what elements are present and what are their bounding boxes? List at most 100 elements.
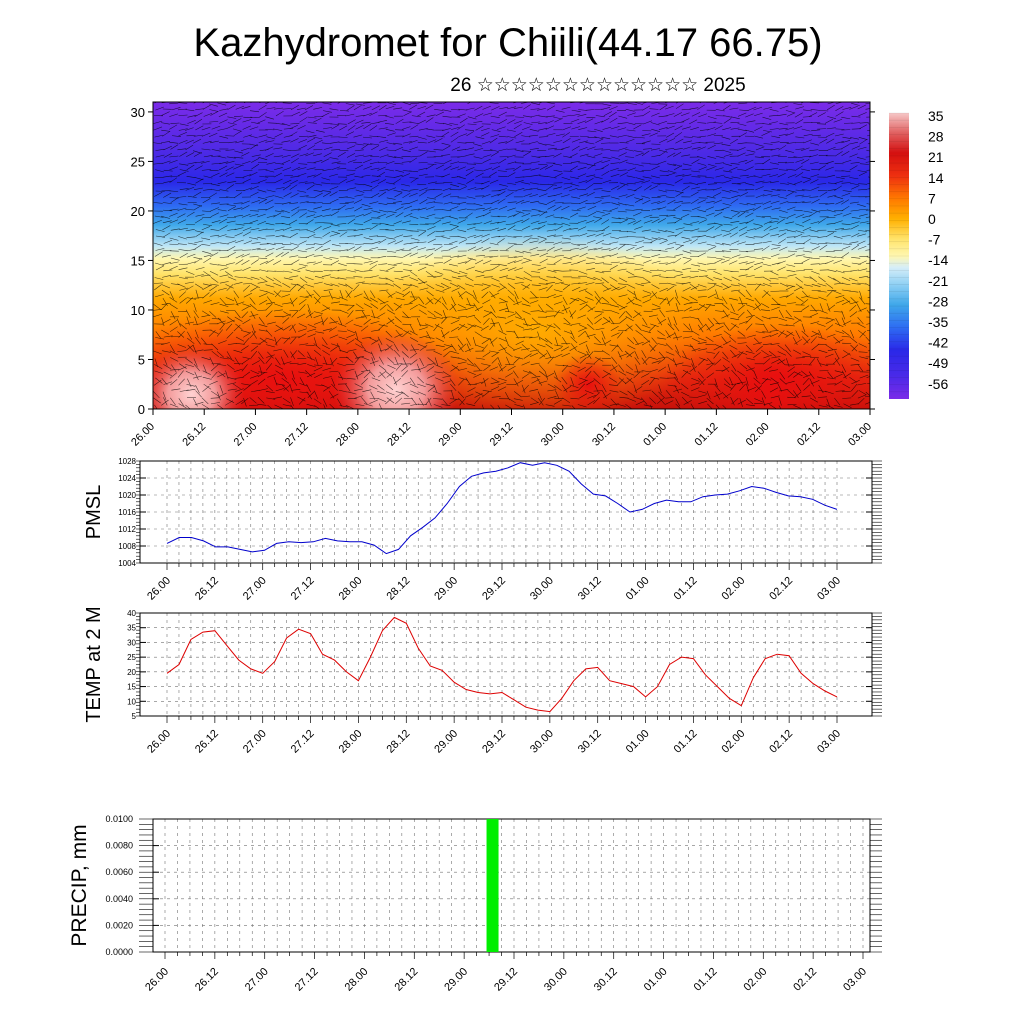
y-tick-label: 10	[127, 697, 136, 706]
x-tick-label: 26.00	[129, 421, 157, 449]
y-tick-label: 20	[127, 668, 136, 677]
wind-barb	[298, 97, 306, 102]
x-tick-label: 30.00	[542, 966, 570, 994]
x-tick-label: 26.00	[145, 575, 173, 603]
x-tick-label: 02.00	[719, 728, 747, 756]
x-tick-label: 01.12	[693, 421, 721, 449]
x-tick-label: 30.12	[592, 966, 620, 994]
y-tick-label: 0.0020	[105, 920, 133, 930]
panel-frame	[153, 819, 870, 952]
x-tick-label: 29.12	[480, 575, 508, 603]
x-tick-label: 29.12	[488, 421, 516, 449]
y-tick-label: 30	[127, 638, 136, 647]
x-tick-label: 27.12	[293, 966, 321, 994]
y-tick-label: 5	[132, 712, 137, 721]
x-tick-label: 28.00	[337, 575, 365, 603]
x-tick-label: 26.12	[193, 728, 221, 756]
x-tick-label: 01.00	[642, 966, 670, 994]
panel-frame	[140, 613, 872, 716]
x-tick-label: 27.12	[289, 728, 317, 756]
wind-barb	[762, 97, 770, 102]
x-tick-label: 27.12	[289, 575, 317, 603]
x-tick-label: 28.12	[392, 966, 420, 994]
x-tick-label: 29.00	[432, 728, 460, 756]
x-tick-label: 02.00	[741, 966, 769, 994]
x-tick-label: 30.12	[576, 728, 604, 756]
y-tick-label: 1028	[118, 457, 136, 466]
x-tick-label: 30.00	[528, 728, 556, 756]
y-tick-label: 25	[131, 154, 145, 169]
colorbar-label: -7	[928, 232, 941, 248]
colorbar-label: 28	[928, 129, 944, 145]
x-tick-label: 02.12	[791, 966, 819, 994]
y-tick-label: 0.0040	[105, 894, 133, 904]
x-tick-label: 29.00	[442, 966, 470, 994]
precip-panel: 0.00000.00200.00400.00600.00800.010026.0…	[68, 814, 882, 994]
x-tick-label: 01.00	[641, 421, 669, 449]
x-tick-label: 30.12	[590, 421, 618, 449]
y-tick-label: 1012	[118, 525, 136, 534]
x-tick-label: 26.12	[193, 966, 221, 994]
x-tick-label: 28.00	[337, 728, 365, 756]
x-tick-label: 28.12	[385, 421, 413, 449]
colorbar-label: 21	[928, 149, 944, 165]
colorbar-label: 0	[928, 211, 936, 227]
x-tick-label: 26.12	[180, 421, 208, 449]
y-tick-label: 25	[127, 653, 136, 662]
x-tick-label: 26.00	[145, 728, 173, 756]
y-tick-label: 40	[127, 609, 136, 618]
y-tick-label: 30	[131, 105, 145, 120]
y-tick-label: 15	[127, 683, 136, 692]
x-tick-label: 30.00	[528, 575, 556, 603]
y-tick-label: 0.0060	[105, 867, 133, 877]
colorbar-label: -35	[928, 314, 948, 330]
x-tick-label: 29.00	[436, 421, 464, 449]
precip-bar	[487, 819, 499, 952]
y-tick-label: 1004	[118, 559, 136, 568]
colorbar-label: -21	[928, 273, 948, 289]
x-tick-label: 27.00	[241, 728, 269, 756]
chart-subtitle: 26 ☆☆☆☆☆☆☆☆☆☆☆☆☆ 2025	[450, 75, 745, 96]
x-tick-label: 03.00	[815, 575, 843, 603]
y-axis-title: PMSL	[83, 485, 105, 539]
x-tick-label: 28.00	[343, 966, 371, 994]
y-tick-label: 1008	[118, 542, 136, 551]
colorbar-label: -56	[928, 376, 948, 392]
pmsl-panel: 1004 1008 1012 1016 1020 1024 1028 26.00 26.12 27…	[83, 457, 882, 603]
x-tick-label: 29.12	[480, 728, 508, 756]
x-tick-label: 28.00	[334, 421, 362, 449]
y-tick-label: 20	[131, 204, 145, 219]
chart-title: Kazhydromet for Chiili(44.17 66.75)	[193, 21, 822, 65]
y-tick-label: 1016	[118, 508, 136, 517]
x-tick-label: 01.00	[624, 575, 652, 603]
x-tick-label: 26.12	[193, 575, 221, 603]
y-tick-label: 10	[131, 303, 145, 318]
y-tick-label: 5	[138, 352, 145, 367]
x-tick-label: 28.12	[384, 575, 412, 603]
x-tick-label: 01.12	[692, 966, 720, 994]
x-tick-label: 28.12	[384, 728, 412, 756]
x-tick-label: 03.00	[815, 728, 843, 756]
y-tick-label: 0.0100	[105, 814, 133, 824]
y-tick-label: 1020	[118, 491, 136, 500]
heatmap-field	[91, 97, 903, 449]
y-tick-label: 15	[131, 253, 145, 268]
x-tick-label: 03.00	[846, 421, 874, 449]
x-tick-label: 26.00	[143, 966, 171, 994]
colorbar-label: 14	[928, 170, 944, 186]
x-tick-label: 03.00	[841, 966, 869, 994]
colorbar-label: -28	[928, 293, 948, 309]
x-tick-label: 02.12	[767, 575, 795, 603]
colorbar-label: -14	[928, 252, 948, 268]
x-tick-label: 01.12	[672, 728, 700, 756]
colorbar-label: 7	[928, 190, 936, 206]
y-tick-label: 0	[138, 402, 145, 417]
y-tick-label: 1024	[118, 474, 136, 483]
x-tick-label: 02.00	[744, 421, 772, 449]
x-tick-label: 02.00	[719, 575, 747, 603]
x-tick-label: 27.12	[283, 421, 311, 449]
x-tick-label: 30.12	[576, 575, 604, 603]
